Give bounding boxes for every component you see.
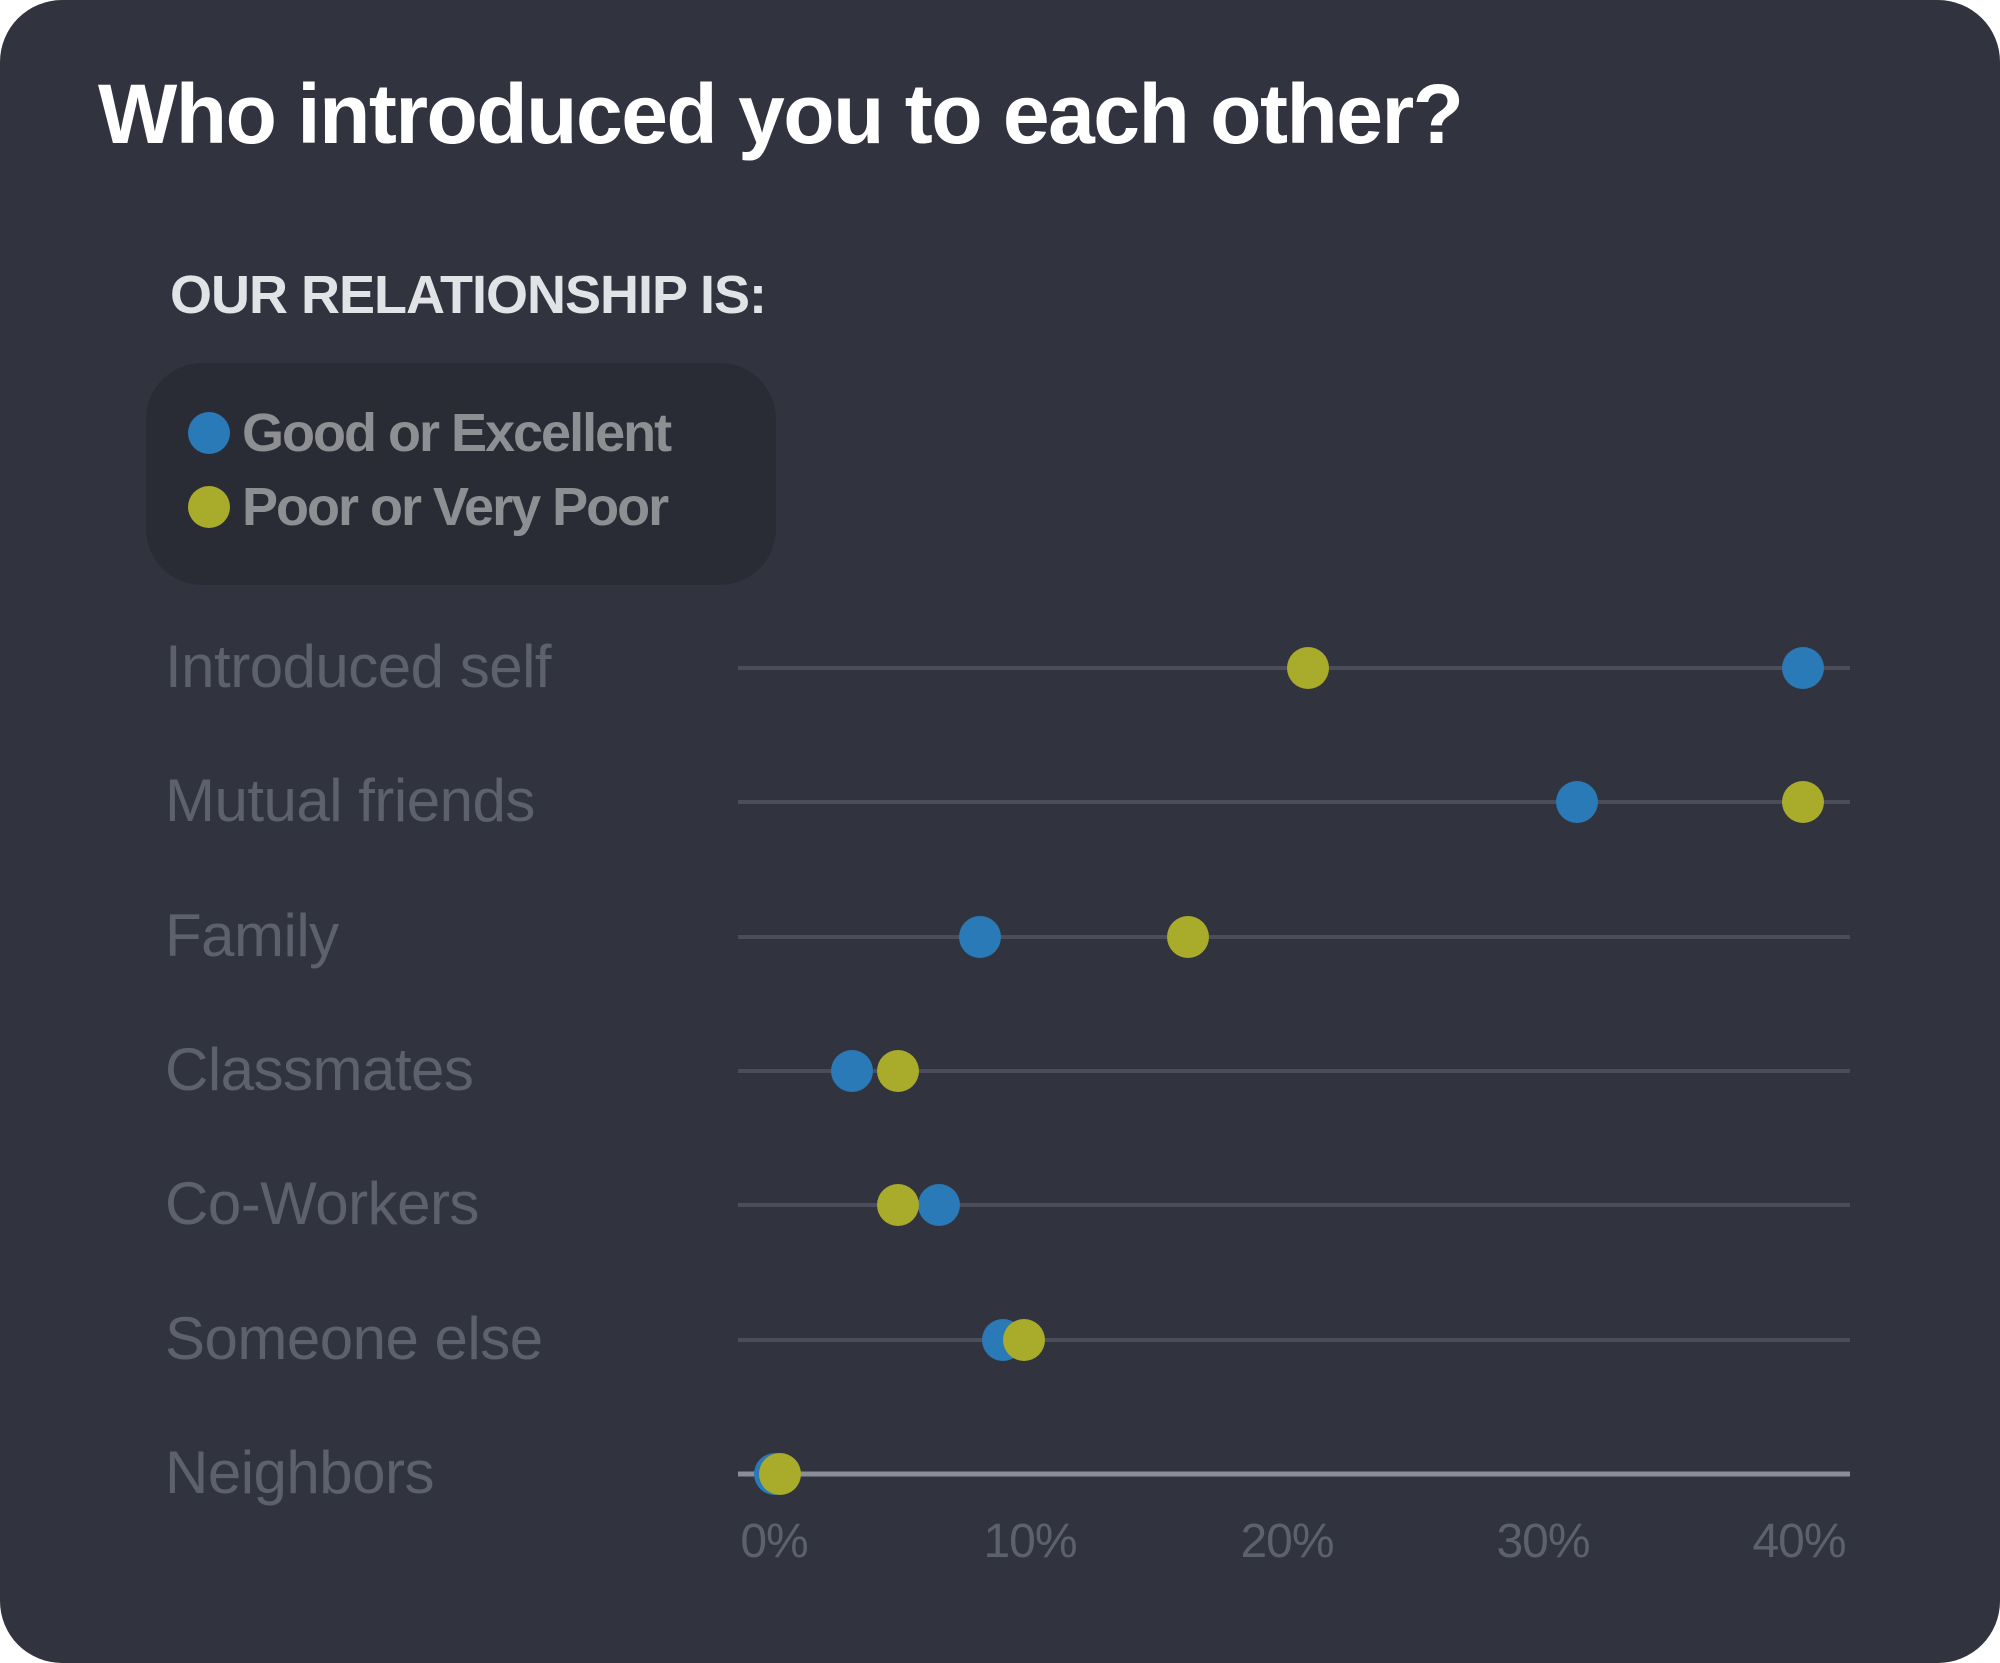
legend-item-good: Good or Excellent (188, 403, 672, 463)
data-point-poor[interactable] (1002, 1318, 1045, 1361)
data-point-poor[interactable] (1781, 781, 1824, 824)
legend-label: Good or Excellent (242, 403, 672, 463)
data-point-poor[interactable] (1287, 647, 1329, 689)
legend-label: Poor or Very Poor (242, 477, 669, 537)
row-guide-line (738, 800, 1850, 805)
category-label: Someone else (165, 1304, 543, 1372)
data-point-good[interactable] (918, 1184, 960, 1227)
category-label: Family (165, 901, 339, 969)
data-point-poor[interactable] (877, 1049, 919, 1092)
category-label: Classmates (165, 1035, 474, 1103)
x-tick-label: 20% (1240, 1515, 1334, 1568)
x-tick-label: 30% (1496, 1515, 1590, 1568)
row-guide-line (738, 1337, 1850, 1342)
category-label: Neighbors (165, 1438, 435, 1506)
legend: Good or Excellent Poor or Very Poor (146, 363, 776, 585)
circle-marker-icon (188, 486, 230, 528)
x-axis-line (738, 1471, 1850, 1477)
data-point-poor[interactable] (1166, 915, 1209, 958)
legend-item-poor: Poor or Very Poor (188, 477, 669, 537)
legend-heading: OUR RELATIONSHIP IS: (170, 265, 767, 325)
category-label: Introduced self (165, 632, 552, 700)
category-label: Mutual friends (165, 767, 535, 835)
data-point-poor[interactable] (877, 1184, 919, 1227)
x-tick-label: 40% (1752, 1515, 1846, 1568)
data-point-good[interactable] (830, 1049, 873, 1092)
data-point-good[interactable] (1556, 781, 1599, 824)
x-tick-label: 10% (983, 1515, 1077, 1568)
data-point-good[interactable] (1781, 647, 1824, 689)
x-tick-label: 0% (740, 1515, 808, 1568)
circle-marker-icon (188, 412, 230, 454)
data-point-good[interactable] (959, 915, 1001, 958)
chart-title: Who introduced you to each other? (98, 67, 1464, 161)
category-label: Co-Workers (165, 1169, 479, 1237)
row-guide-line (738, 934, 1850, 939)
row-guide-line (738, 1068, 1850, 1073)
row-guide-line (738, 1203, 1850, 1208)
data-point-poor[interactable] (759, 1452, 802, 1495)
